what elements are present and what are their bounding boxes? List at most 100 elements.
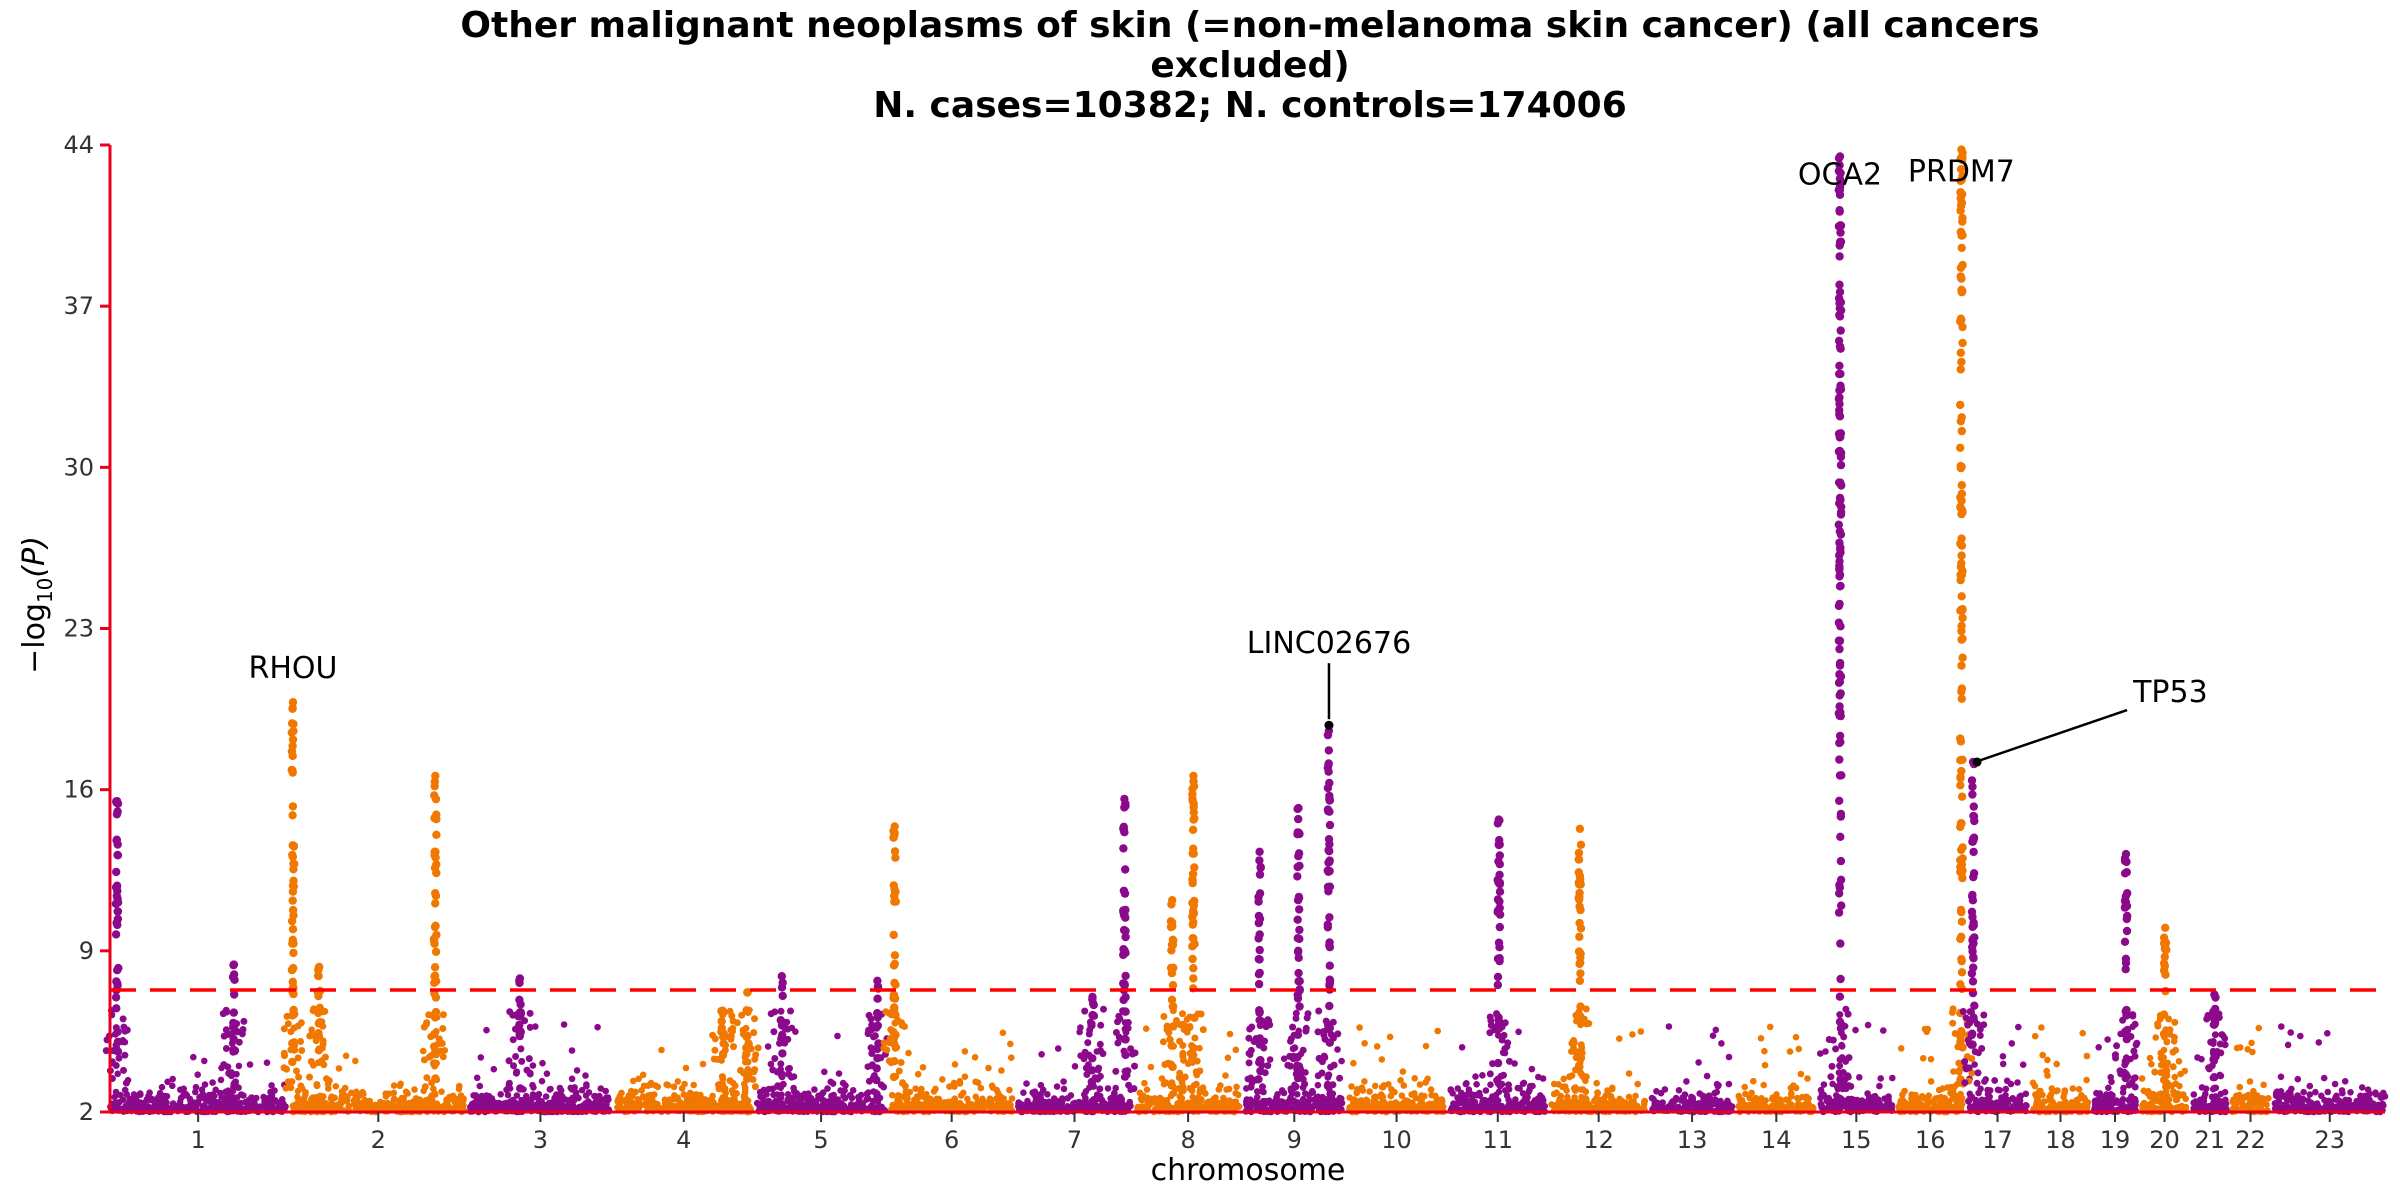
snp-point <box>1104 1085 1112 1092</box>
snp-point <box>2019 1061 2027 1068</box>
snp-point <box>1761 1047 1768 1055</box>
snp-point <box>807 1094 815 1102</box>
snp-point <box>267 1093 275 1101</box>
snp-point <box>811 1086 818 1093</box>
snp-point <box>2031 1032 2039 1040</box>
snp-point <box>457 1092 465 1099</box>
snp-point <box>840 1092 847 1100</box>
snp-point <box>690 1081 697 1089</box>
snp-point <box>396 1082 404 1090</box>
snp-point <box>2372 1091 2380 1098</box>
snp-point <box>2297 1032 2304 1040</box>
snp-point <box>1421 1104 1429 1112</box>
snp-point <box>1761 1061 1769 1069</box>
snp-point <box>2287 1029 2294 1036</box>
snp-point <box>829 1080 837 1087</box>
snp-point <box>237 1091 245 1098</box>
snp-point <box>1797 1070 1805 1078</box>
snp-point <box>2103 1091 2110 1098</box>
snp-point <box>504 1091 512 1099</box>
snp-point <box>635 1075 642 1083</box>
snp-point <box>791 1088 798 1095</box>
title-line-1: Other malignant neoplasms of skin (=non-… <box>460 5 2040 46</box>
snp-point <box>913 1095 920 1103</box>
snp-point <box>837 1087 844 1094</box>
snp-point <box>1717 1097 1724 1105</box>
snp-point <box>1829 1099 1837 1107</box>
snp-point <box>1364 1097 1371 1105</box>
snp-point <box>182 1090 189 1098</box>
snp-point <box>1725 1100 1733 1108</box>
snp-point <box>192 1088 199 1096</box>
snp-point <box>1981 1078 1988 1085</box>
snp-point <box>717 1097 725 1105</box>
snp-point <box>764 1043 772 1050</box>
snp-point <box>124 1102 132 1110</box>
snp-point <box>1607 1093 1615 1100</box>
peak-shoulder-point <box>113 1043 120 1051</box>
peak-shoulder-point <box>225 1069 233 1077</box>
snp-point <box>864 1095 872 1102</box>
snp-point <box>1709 1100 1717 1108</box>
snp-point <box>511 1099 519 1106</box>
snp-point <box>1356 1024 1363 1031</box>
snp-point <box>2044 1056 2051 1064</box>
snp-point <box>126 1095 133 1103</box>
snp-point <box>1593 1098 1600 1105</box>
snp-point <box>1899 1091 1906 1099</box>
snp-point <box>1628 1098 1635 1105</box>
snp-point <box>985 1064 992 1072</box>
snp-point <box>2200 1094 2208 1101</box>
snp-point <box>550 1100 558 1107</box>
snp-point <box>1427 1086 1435 1093</box>
snp-point <box>2293 1098 2301 1106</box>
snp-point <box>477 1054 485 1061</box>
snp-point <box>529 1094 536 1102</box>
snp-point <box>728 1102 736 1110</box>
snp-point <box>597 1085 605 1092</box>
snp-point <box>1957 1090 1964 1098</box>
snp-point <box>594 1023 601 1031</box>
peak-point <box>229 1008 238 1017</box>
snp-point <box>1258 1101 1265 1108</box>
snp-point <box>638 1087 645 1094</box>
peak-shoulder-point <box>228 1039 236 1047</box>
snp-point <box>961 1073 969 1080</box>
snp-point <box>680 1091 688 1098</box>
snp-point <box>169 1082 176 1090</box>
snp-point <box>1228 1101 1236 1109</box>
title-line-3: N. cases=10382; N. controls=174006 <box>873 85 1627 126</box>
snp-point <box>196 1093 203 1101</box>
peaks-layer <box>102 145 2229 1093</box>
snp-point <box>2315 1039 2323 1046</box>
snp-point <box>682 1064 690 1072</box>
peak-shoulder-point <box>233 1020 241 1028</box>
snp-point <box>1876 1082 1883 1090</box>
snp-point <box>343 1097 351 1105</box>
peak-point <box>113 907 123 916</box>
peak-shoulder-point <box>120 1066 127 1074</box>
snp-point <box>1364 1103 1372 1111</box>
snp-point <box>236 1101 243 1108</box>
snp-point <box>2300 1088 2307 1096</box>
peak-point <box>113 807 122 816</box>
snp-point <box>1986 1087 1994 1094</box>
snp-point <box>981 1099 989 1106</box>
snp-point <box>2244 1046 2251 1053</box>
snp-point <box>381 1105 388 1113</box>
snp-point <box>1682 1100 1689 1107</box>
snp-point <box>1473 1081 1480 1088</box>
snp-point <box>2190 1104 2198 1112</box>
snp-point <box>169 1075 176 1083</box>
snp-point <box>201 1057 208 1065</box>
snp-point <box>2032 1091 2039 1098</box>
snp-point <box>2212 1104 2219 1111</box>
snp-point <box>1350 1059 1357 1067</box>
snp-point <box>2004 1098 2012 1106</box>
snp-point <box>1144 1094 1151 1102</box>
snp-point <box>908 1105 916 1112</box>
snp-point <box>2284 1041 2292 1049</box>
snp-point <box>308 1026 316 1033</box>
snp-point <box>542 1093 550 1100</box>
snp-point <box>1625 1070 1633 1077</box>
